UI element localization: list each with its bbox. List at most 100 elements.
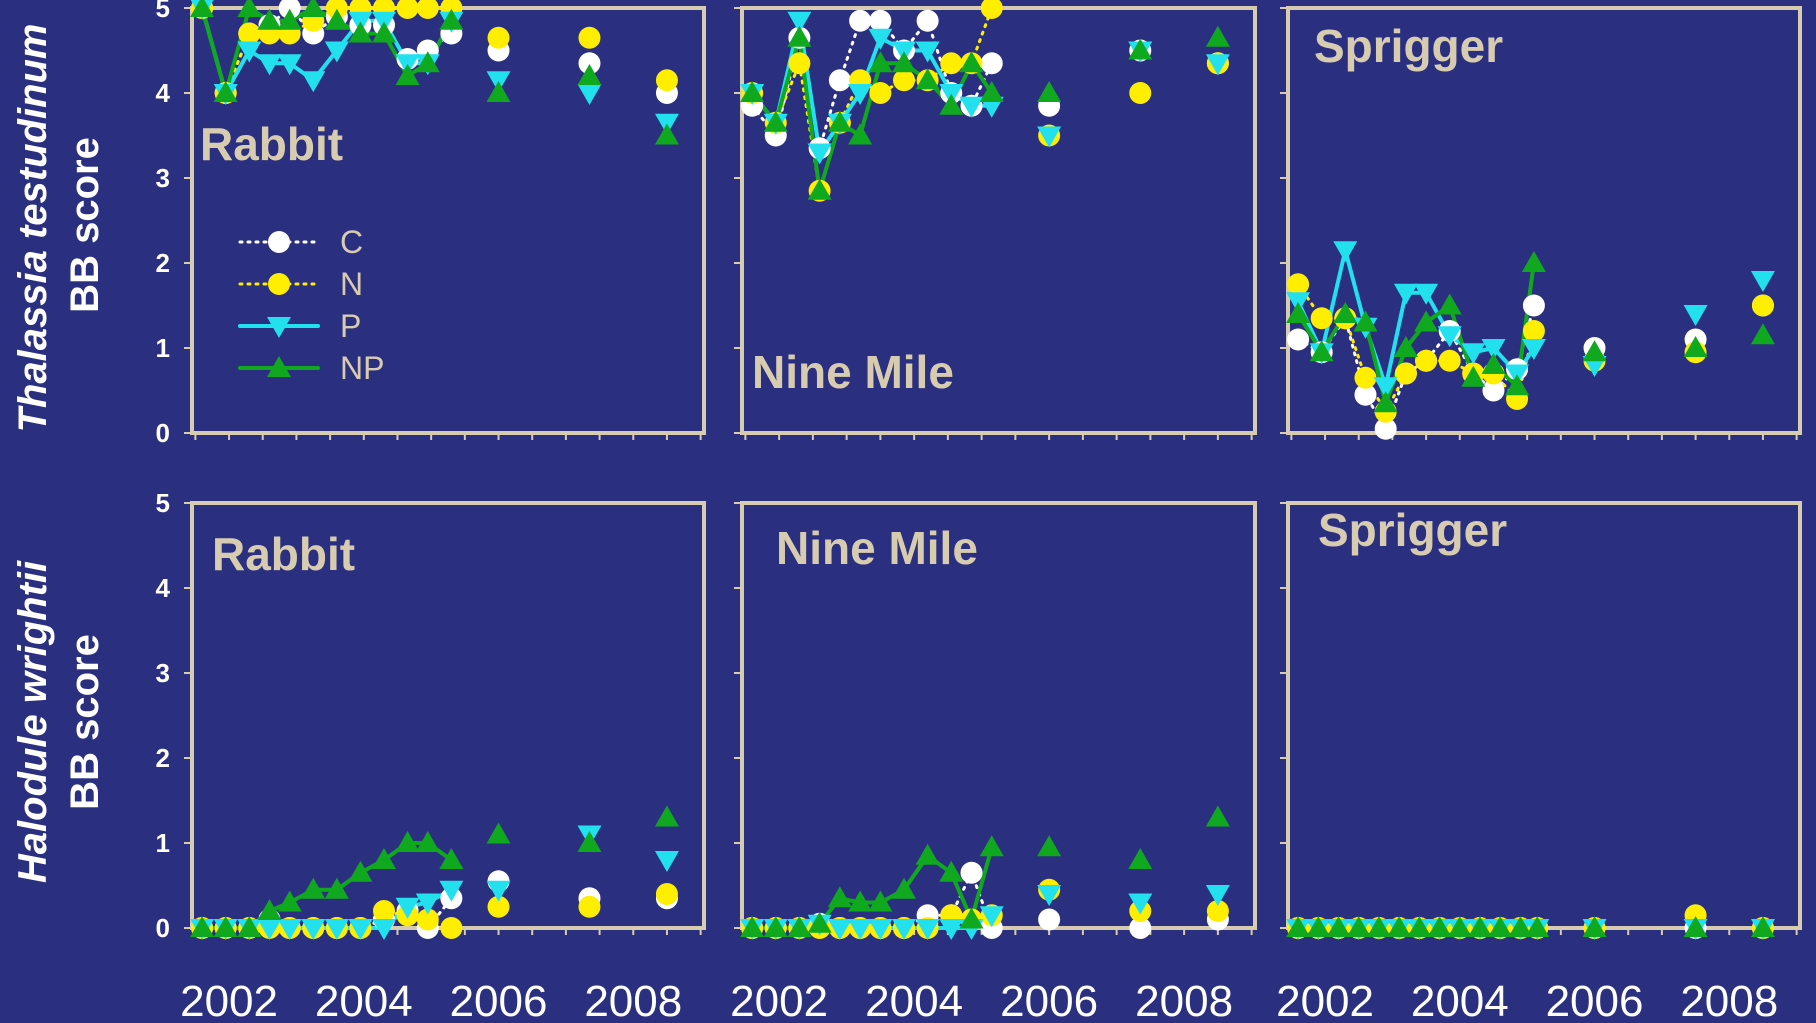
row1-ylabel-species: Halodule wrightii [11, 560, 55, 883]
data-point-P [979, 906, 1004, 928]
data-point-P [1333, 241, 1358, 263]
data-point-N [1310, 307, 1333, 330]
panel-title: Sprigger [1318, 504, 1507, 556]
legend-marker [267, 317, 291, 338]
data-point-P [372, 919, 396, 940]
data-point-NP [577, 64, 602, 85]
legend-marker [268, 231, 290, 253]
data-point-P [324, 41, 349, 63]
data-point-P [959, 96, 984, 118]
data-point-P [1437, 326, 1462, 348]
data-point-NP [1128, 38, 1153, 60]
data-point-NP [577, 831, 602, 852]
data-point-P [939, 919, 964, 940]
data-point-NP [439, 848, 464, 869]
data-point-P [1037, 885, 1062, 906]
data-point-P [1373, 377, 1398, 399]
data-point-NP [1286, 302, 1311, 323]
data-point-NP [1346, 916, 1371, 937]
data-point-N [238, 22, 261, 45]
data-point-NP [190, 0, 215, 17]
data-point-NP [1326, 916, 1351, 937]
data-point-NP [324, 8, 349, 30]
data-point-P [915, 41, 940, 63]
data-point-NP [1447, 916, 1472, 937]
row0-ylabel-score: BB score [63, 137, 107, 313]
data-point-P [1461, 343, 1486, 365]
data-point-NP [237, 0, 262, 17]
data-point-P [324, 919, 349, 940]
data-point-P [257, 919, 282, 940]
series-line-C [200, 6, 453, 95]
data-point-C [1522, 294, 1545, 317]
x-year-label: 2004 [865, 977, 963, 1023]
data-point-NP [439, 8, 464, 30]
data-point-N [440, 917, 463, 939]
data-point-NP [979, 835, 1004, 857]
data-point-P [1205, 54, 1230, 76]
data-point-P [577, 84, 602, 105]
data-point-P [277, 919, 302, 940]
data-point-P [348, 919, 373, 940]
data-point-NP [740, 81, 765, 102]
y-tick-label: 3 [156, 658, 170, 688]
data-point-N [655, 883, 678, 905]
y-tick-label: 4 [156, 78, 171, 108]
y-tick-label: 4 [156, 573, 171, 603]
data-point-NP [848, 890, 873, 912]
panel-1-1: 2002 2004 2006 2008 Nine Mile [730, 501, 1257, 1023]
x-year-label: 2002 [730, 977, 828, 1023]
panel-0-0: 0 1 2 3 4 5 Rabbit [156, 0, 706, 448]
data-point-NP [486, 81, 511, 102]
data-point-P [654, 851, 679, 872]
data-point-NP [1427, 916, 1452, 937]
data-point-NP [763, 916, 788, 937]
legend-marker [267, 356, 291, 377]
data-point-P [1750, 271, 1775, 292]
x-year-label: 2004 [1411, 977, 1509, 1023]
data-point-NP [915, 68, 940, 90]
data-point-NP [1750, 916, 1775, 937]
legend-label: P [340, 308, 361, 344]
data-point-P [277, 54, 302, 76]
data-point-NP [827, 110, 852, 132]
y-tick-label: 1 [156, 828, 170, 858]
data-point-NP [827, 886, 852, 908]
data-point-NP [787, 25, 812, 47]
data-point-C [849, 9, 872, 32]
legend-label: NP [340, 350, 384, 386]
y-tick-label: 1 [156, 333, 170, 363]
data-point-P [787, 11, 812, 33]
panel-title: Nine Mile [752, 346, 954, 398]
data-point-NP [1333, 302, 1358, 323]
data-point-NP [787, 916, 812, 937]
data-point-NP [654, 805, 679, 827]
data-point-NP [979, 81, 1004, 102]
data-point-NP [868, 890, 893, 912]
data-point-C [1287, 328, 1310, 351]
data-point-P [1205, 885, 1230, 906]
data-point-N [487, 26, 510, 49]
data-point-NP [915, 843, 940, 865]
x-year-label: 2008 [584, 977, 682, 1023]
data-point-NP [213, 916, 238, 937]
data-point-NP [415, 51, 440, 73]
data-point-NP [1437, 293, 1462, 315]
data-point-N [416, 908, 439, 931]
data-point-N [1438, 349, 1461, 372]
data-point-NP [1582, 340, 1607, 362]
panel-title: Rabbit [212, 528, 355, 580]
data-point-NP [1414, 310, 1439, 332]
data-point-C [869, 9, 892, 32]
panel-title: Rabbit [200, 118, 343, 170]
data-point-NP [1373, 391, 1398, 413]
data-point-NP [1525, 916, 1550, 937]
data-point-N [578, 26, 601, 49]
data-point-N [655, 69, 678, 92]
data-point-NP [1128, 848, 1153, 869]
data-point-NP [395, 64, 420, 85]
legend-item-N: N [238, 266, 363, 302]
